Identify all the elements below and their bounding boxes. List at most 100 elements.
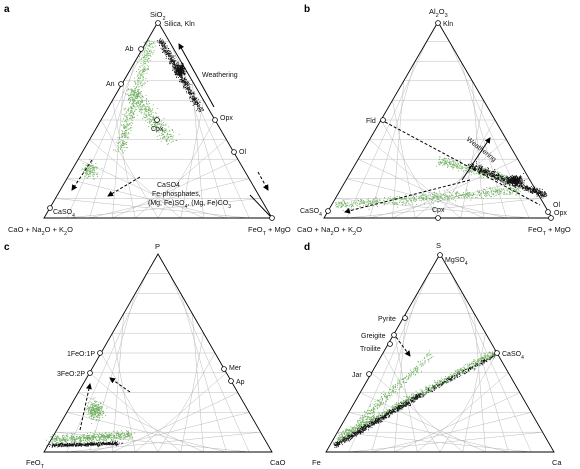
scatter-point <box>363 201 365 203</box>
scatter-point <box>93 434 95 436</box>
scatter-point <box>86 177 88 179</box>
scatter-point <box>444 160 446 162</box>
scatter-point <box>119 433 121 435</box>
scatter-point <box>178 70 180 72</box>
scatter-point <box>383 204 385 206</box>
scatter-point <box>124 124 126 126</box>
scatter-point <box>98 435 99 437</box>
scatter-point <box>511 175 513 177</box>
scatter-point <box>145 109 147 111</box>
scatter-point <box>121 137 123 138</box>
scatter-point <box>390 196 392 198</box>
scatter-point <box>197 102 199 104</box>
scatter-point <box>186 79 187 81</box>
scatter-point <box>48 441 50 443</box>
scatter-point <box>454 162 456 163</box>
scatter-point <box>143 56 144 58</box>
scatter-point <box>142 79 144 81</box>
scatter-point <box>519 185 520 187</box>
scatter-point <box>180 63 182 65</box>
scatter-point <box>493 171 495 173</box>
scatter-point <box>171 55 172 57</box>
scatter-point <box>97 172 99 174</box>
scatter-point <box>503 182 504 183</box>
scatter-point <box>508 177 510 179</box>
scatter-point <box>460 166 462 168</box>
scatter-point <box>341 204 343 206</box>
scatter-point <box>71 432 73 434</box>
scatter-point <box>70 440 72 442</box>
scatter-point <box>496 191 497 192</box>
scatter-point <box>77 437 79 439</box>
scatter-point <box>487 170 489 172</box>
scatter-point <box>115 444 117 446</box>
scatter-point <box>114 435 116 437</box>
scatter-point <box>456 167 458 169</box>
scatter-point <box>542 194 544 196</box>
scatter-point <box>539 195 541 197</box>
scatter-point <box>177 74 178 75</box>
scatter-point <box>500 191 501 193</box>
scatter-point <box>532 190 534 192</box>
scatter-point <box>160 141 162 143</box>
scatter-point <box>149 51 151 53</box>
scatter-point <box>454 162 456 164</box>
scatter-point <box>147 53 149 55</box>
scatter-point <box>520 179 522 181</box>
scatter-point <box>174 66 176 68</box>
scatter-point <box>403 201 405 203</box>
scatter-point <box>196 101 198 102</box>
scatter-point <box>500 179 502 181</box>
scatter-point <box>378 199 380 201</box>
scatter-point <box>182 66 184 68</box>
scatter-point <box>384 202 386 204</box>
scatter-point <box>94 411 96 412</box>
scatter-point <box>187 87 189 88</box>
scatter-point <box>470 199 472 201</box>
scatter-point <box>514 185 516 187</box>
scatter-point <box>510 178 512 179</box>
scatter-point <box>369 200 371 202</box>
scatter-point <box>149 43 151 45</box>
scatter-point <box>544 191 545 193</box>
scatter-point <box>179 69 181 70</box>
scatter-point <box>507 177 508 179</box>
scatter-point <box>496 175 498 177</box>
scatter-point <box>337 206 339 207</box>
scatter-point <box>164 50 166 52</box>
scatter-point <box>377 199 378 201</box>
scatter-point <box>483 172 485 174</box>
scatter-point <box>510 178 512 180</box>
scatter-point <box>519 183 520 185</box>
scatter-point <box>340 203 342 205</box>
scatter-point <box>137 94 139 95</box>
scatter-point <box>371 203 373 204</box>
scatter-point <box>144 61 146 63</box>
grid-line <box>66 178 227 219</box>
scatter-point <box>100 435 102 437</box>
scatter-point <box>464 195 466 197</box>
scatter-point <box>190 90 192 91</box>
panel-a-vertex-right: FeOT + MgO <box>248 225 291 237</box>
scatter-point <box>179 70 181 72</box>
scatter-point <box>143 71 144 72</box>
scatter-point <box>94 434 96 436</box>
scatter-point <box>163 130 165 132</box>
scatter-point <box>143 63 145 65</box>
scatter-point <box>368 200 370 202</box>
scatter-point <box>486 174 487 175</box>
scatter-point <box>84 167 86 169</box>
scatter-point <box>518 181 519 183</box>
scatter-point <box>131 88 133 90</box>
scatter-point <box>168 48 170 49</box>
scatter-point <box>457 164 459 165</box>
scatter-point <box>115 436 117 438</box>
scatter-point <box>408 197 410 199</box>
scatter-point <box>529 187 531 189</box>
scatter-point <box>546 194 548 196</box>
scatter-point <box>436 195 438 197</box>
scatter-point <box>126 433 128 435</box>
scatter-point <box>138 110 140 112</box>
scatter-point <box>497 179 498 181</box>
scatter-point <box>175 72 176 73</box>
